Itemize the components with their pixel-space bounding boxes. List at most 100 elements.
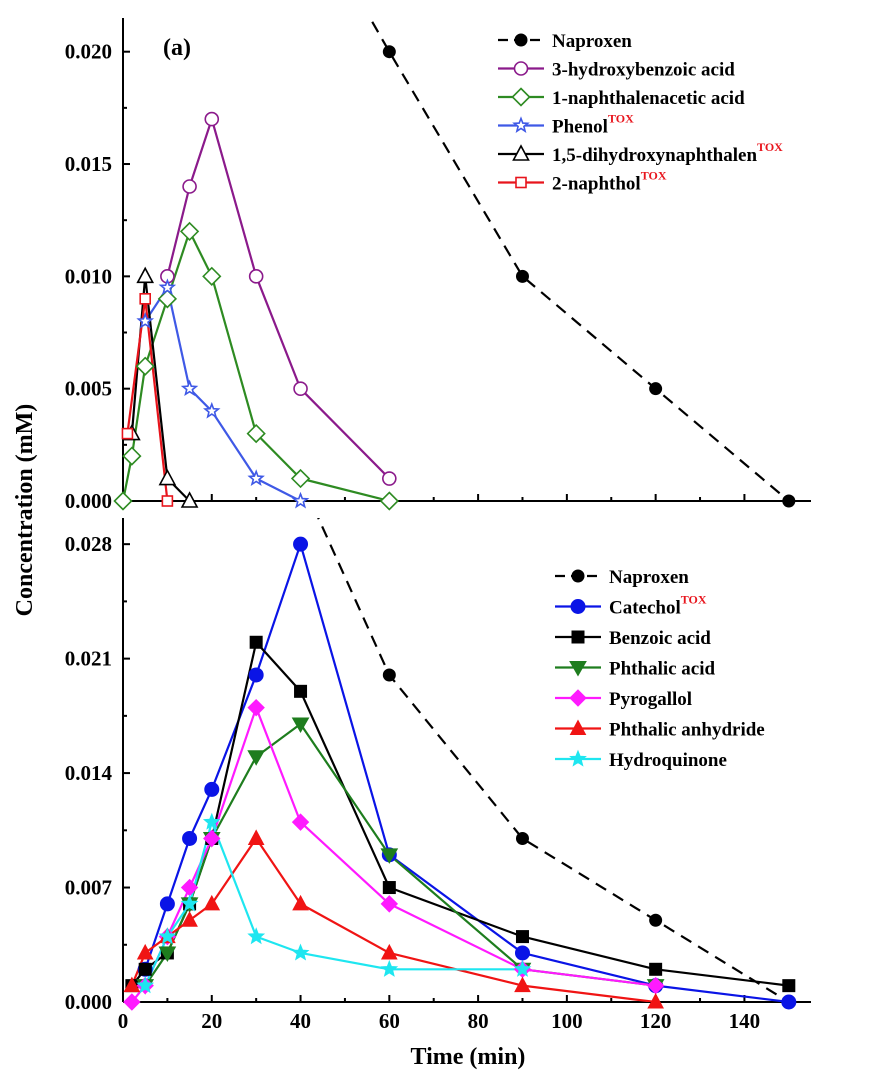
panel-b-legend-catechol-label: CatecholTOX [609, 593, 707, 619]
panel-b-series-catechol-point [204, 781, 220, 797]
panel-a-label: (a) [163, 35, 191, 61]
panel-b-series-phthalic-anhydride-line [130, 837, 656, 1002]
panel-a-series-naproxen-point [782, 494, 796, 508]
panel-b-legend-naproxen-swatch-marker [571, 569, 585, 583]
panel-a-series-2-naphthol-line [126, 297, 169, 501]
panel-a-series-1-naphthalenacetic-acid-point [202, 266, 222, 286]
panel-b-y-tick-label: 0.000 [65, 990, 112, 1014]
panel-b-series-hydroquinone-point [202, 812, 221, 830]
panel-a-y-tick-label: 0.020 [65, 40, 112, 64]
panel-a-series-phenol-line [144, 286, 301, 501]
panel-b-x-tick-label: 0 [118, 1009, 129, 1033]
panel-b-legend-phthalic-anhydride-label: Phthalic anhydride [609, 720, 765, 741]
panel-b-x-tick-label: 20 [201, 1009, 222, 1033]
panel-b-series-phthalic-acid-point [158, 946, 177, 962]
panel-b-y-tick-label: 0.028 [65, 532, 112, 556]
panel-b-series-phthalic-acid-point [291, 717, 310, 734]
panel-b-legend-phthalic-anhydride-swatch-marker [569, 719, 587, 735]
panel-a-series-1-5-dihydroxynaphthalen-line [130, 275, 191, 501]
panel-b-series-hydroquinone-point [291, 943, 310, 961]
panel-b-legend-phthalic-acid-swatch-marker [569, 661, 587, 677]
panel-b-series-phthalic-anhydride-point [203, 894, 221, 911]
y-axis-title: Concentration (mM) [12, 404, 38, 617]
panel-b-series-phthalic-anhydride-point [292, 894, 309, 911]
panel-b-legend: Naproxen CatecholTOX Benzoic acid Phthalic … [555, 567, 765, 771]
panel-a-markers [113, 45, 796, 511]
panel-b-legend-benzoic-acid-swatch-marker [571, 630, 585, 644]
panel-a-legend-phenol-label: PhenolTOX [552, 112, 634, 138]
panel-a-legend-3-hydroxybenzoic-acid-swatch-marker [513, 61, 529, 76]
panel-b-series-phthalic-acid-point [380, 848, 399, 864]
panel-b-series-phthalic-anhydride-point [247, 829, 265, 845]
panel-a-y-tick-label: 0.015 [65, 152, 112, 176]
panel-b-series-hydroquinone-point [158, 927, 177, 945]
panel-a-series-naproxen-point [515, 269, 529, 283]
panel-b-series-pyrogallol-point [291, 813, 310, 831]
panel-a-series-1-naphthalenacetic-acid-point [246, 423, 266, 444]
panel-b-legend-hydroquinone-swatch-marker [569, 749, 587, 767]
panel-a-legend: Naproxen 3-hydroxybenzoic acid 1-naphthale… [498, 31, 783, 195]
panel-b-x-tick-label: 40 [290, 1009, 311, 1033]
panel-a-ticks: 0.000 0.005 0.010 0.015 0.020 [65, 40, 790, 513]
panel-b-series-phthalic-anhydride-point [123, 976, 141, 993]
panel-b-series-pyrogallol-point [380, 895, 399, 913]
panel-b-series-phthalic-anhydride-point [136, 943, 154, 960]
panel-a-series-1-naphthalenacetic-acid-point [157, 289, 178, 309]
panel-b-x-tick-label: 100 [551, 1009, 583, 1033]
panel-b-series-benzoic-acid-point [515, 930, 529, 944]
panel-b-series-naproxen-line [317, 518, 790, 1002]
panel-a-legend-naproxen-label: Naproxen [552, 31, 632, 52]
panel-a-legend-1-naphthalenacetic-acid-label: 1-naphthalenacetic acid [552, 88, 745, 109]
panel-b-series-catechol-point [182, 830, 198, 846]
panel-a-y-tick-label: 0.000 [65, 489, 112, 513]
panel-b-x-tick-label: 60 [379, 1009, 400, 1033]
panel-a-series-1-naphthalenacetic-acid-point [122, 446, 142, 466]
panel-a-series-3-hydroxybenzoic-acid-line [166, 117, 391, 480]
panel-a-series-phenol-point [180, 379, 199, 397]
panel-b-y-tick-label: 0.014 [65, 761, 113, 785]
panel-b-markers [123, 536, 797, 1011]
panel-a-legend-3-hydroxybenzoic-acid-label: 3-hydroxybenzoic acid [552, 60, 735, 81]
panel-b-series-phthalic-anhydride-point [181, 911, 198, 927]
panel-a-y-tick-label: 0.005 [65, 377, 112, 401]
panel-b-series-pyrogallol-point [203, 829, 221, 848]
panel-b-series-hydroquinone-point [380, 959, 399, 977]
panel-a-series-1-naphthalenacetic-acid-point [290, 468, 311, 489]
panel-a-series-1-5-dihydroxynaphthalen-point [136, 266, 155, 284]
panel-a-series-3-hydroxybenzoic-acid-point [182, 179, 197, 194]
panel-b-series-naproxen-point [515, 831, 529, 845]
panel-a-series-1-naphthalenacetic-acid-point [179, 221, 200, 242]
panel-a-series-phenol-point [247, 469, 265, 487]
panel-a-series-phenol-point [291, 491, 310, 509]
panel-a-series-3-hydroxybenzoic-acid-point [204, 111, 220, 127]
panel-b-legend-naproxen-label: Naproxen [609, 567, 689, 588]
panel-b-series-benzoic-acid-point [138, 962, 152, 976]
panel-a-series-phenol-point [136, 312, 155, 329]
panel-a-series-1-5-dihydroxynaphthalen-point [158, 468, 177, 486]
panel-a-series-1-naphthalenacetic-acid-point [113, 491, 133, 511]
panel-b-legend-hydroquinone-label: Hydroquinone [609, 750, 727, 771]
panel-b-series-naproxen-point [382, 668, 396, 682]
panel-a-series-naproxen-point [382, 45, 396, 59]
panel-a-series-3-hydroxybenzoic-acid-point [382, 471, 397, 486]
panel-a-series-phenol-point [203, 401, 221, 419]
panel-b-series-phthalic-anhydride-point [647, 992, 664, 1009]
panel-b-legend-phthalic-acid-label: Phthalic acid [609, 659, 716, 680]
panel-b-series-pyrogallol-point [247, 698, 265, 717]
panel-b-series-pyrogallol-point [123, 993, 141, 1011]
panel-b-legend-benzoic-acid-label: Benzoic acid [609, 628, 711, 649]
panel-a-series-1-5-dihydroxynaphthalen-point [180, 491, 199, 508]
panel-b-plot [130, 518, 790, 1002]
panel-b-series-benzoic-acid-point [782, 979, 796, 993]
panel-b-x-tick-label: 80 [468, 1009, 489, 1033]
panel-b-series-hydroquinone-point [513, 959, 532, 977]
panel-a-y-tick-label: 0.010 [65, 264, 112, 288]
panel-a-series-phenol-point [158, 278, 177, 295]
panel-b-series-naproxen-point [649, 913, 663, 927]
panel-a-legend-phenol-swatch-marker [512, 116, 530, 133]
panel-b-series-phthalic-anhydride-point [380, 943, 398, 960]
panel-b-x-tick-label: 140 [729, 1009, 761, 1033]
panel-b-series-catechol-point [248, 667, 264, 683]
